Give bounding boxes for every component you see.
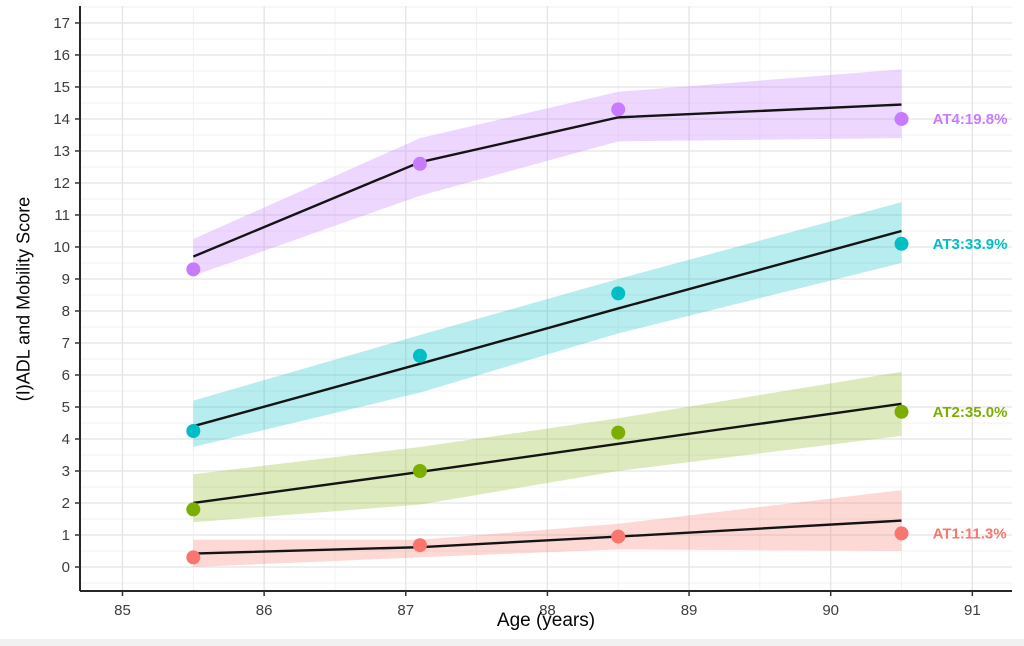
y-tick-label: 4 xyxy=(62,431,70,448)
data-point-at4 xyxy=(186,262,201,277)
x-tick-label: 89 xyxy=(681,602,698,619)
y-tick-label: 6 xyxy=(62,367,70,384)
y-tick-label: 16 xyxy=(53,47,70,64)
y-tick-label: 17 xyxy=(53,15,70,32)
series-label-at3: AT3:33.9% xyxy=(933,236,1008,253)
series-label-at1: AT1:11.3% xyxy=(933,526,1007,543)
series-label-at2: AT2:35.0% xyxy=(933,404,1008,421)
x-axis-title: Age (years) xyxy=(496,610,596,631)
fitted-line-at1 xyxy=(193,519,902,555)
data-point-at1 xyxy=(611,529,626,544)
x-tick-label: 90 xyxy=(822,602,839,619)
data-point-at1 xyxy=(186,550,201,565)
y-tick-label: 13 xyxy=(53,143,70,160)
data-point-at3 xyxy=(611,286,626,301)
confidence-ribbon-at4 xyxy=(193,69,902,276)
data-point-at3 xyxy=(186,423,201,438)
fitted-line-at3 xyxy=(192,229,902,428)
data-point-at1 xyxy=(412,538,427,553)
fitted-line-at4 xyxy=(192,103,902,258)
data-point-at2 xyxy=(894,404,909,419)
x-tick-label: 86 xyxy=(256,602,273,619)
screenshot-bottom-edge xyxy=(0,639,1024,646)
y-tick-label: 14 xyxy=(53,111,70,128)
data-point-at3 xyxy=(894,236,909,251)
data-point-at4 xyxy=(412,156,427,171)
data-point-at2 xyxy=(412,463,427,478)
y-tick-label: 1 xyxy=(62,527,70,544)
y-tick-label: 2 xyxy=(62,495,70,512)
data-point-at4 xyxy=(611,102,626,117)
confidence-ribbon-at3 xyxy=(193,202,902,447)
y-tick-label: 12 xyxy=(53,175,70,192)
series-label-at4: AT4:19.8% xyxy=(933,111,1008,128)
x-tick-label: 85 xyxy=(114,602,131,619)
y-tick-label: 9 xyxy=(62,271,70,288)
y-tick-label: 10 xyxy=(53,239,70,256)
y-axis-title: (I)ADL and Mobility Score xyxy=(13,196,34,402)
y-tick-label: 8 xyxy=(62,303,70,320)
y-tick-label: 15 xyxy=(53,79,70,96)
y-tick-label: 3 xyxy=(62,463,70,480)
data-point-at1 xyxy=(894,526,909,541)
data-point-at3 xyxy=(412,348,427,363)
data-point-at2 xyxy=(611,425,626,440)
confidence-ribbon-at2 xyxy=(193,371,902,523)
data-point-at2 xyxy=(186,502,201,517)
y-tick-label: 11 xyxy=(54,207,70,224)
y-tick-label: 0 xyxy=(62,559,70,576)
x-tick-label: 87 xyxy=(397,602,414,619)
data-point-at4 xyxy=(894,111,909,126)
y-tick-label: 7 xyxy=(62,335,70,352)
y-tick-label: 5 xyxy=(62,399,70,416)
fitted-line-at2 xyxy=(193,402,902,505)
x-tick-label: 91 xyxy=(964,602,981,619)
x-tick-label: 88 xyxy=(539,602,556,619)
